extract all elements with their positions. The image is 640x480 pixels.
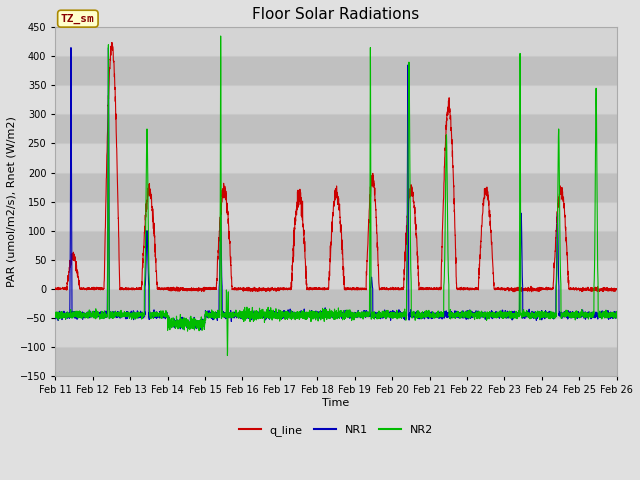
- Legend: q_line, NR1, NR2: q_line, NR1, NR2: [234, 420, 438, 440]
- Bar: [56, 347, 616, 376]
- Bar: [56, 230, 616, 260]
- Title: Floor Solar Radiations: Floor Solar Radiations: [252, 7, 420, 22]
- Bar: [56, 172, 616, 202]
- Bar: [56, 114, 616, 144]
- Bar: [56, 56, 616, 85]
- X-axis label: Time: Time: [323, 398, 349, 408]
- Y-axis label: PAR (umol/m2/s), Rnet (W/m2): PAR (umol/m2/s), Rnet (W/m2): [7, 116, 17, 287]
- Text: TZ_sm: TZ_sm: [61, 13, 95, 24]
- Bar: [56, 289, 616, 318]
